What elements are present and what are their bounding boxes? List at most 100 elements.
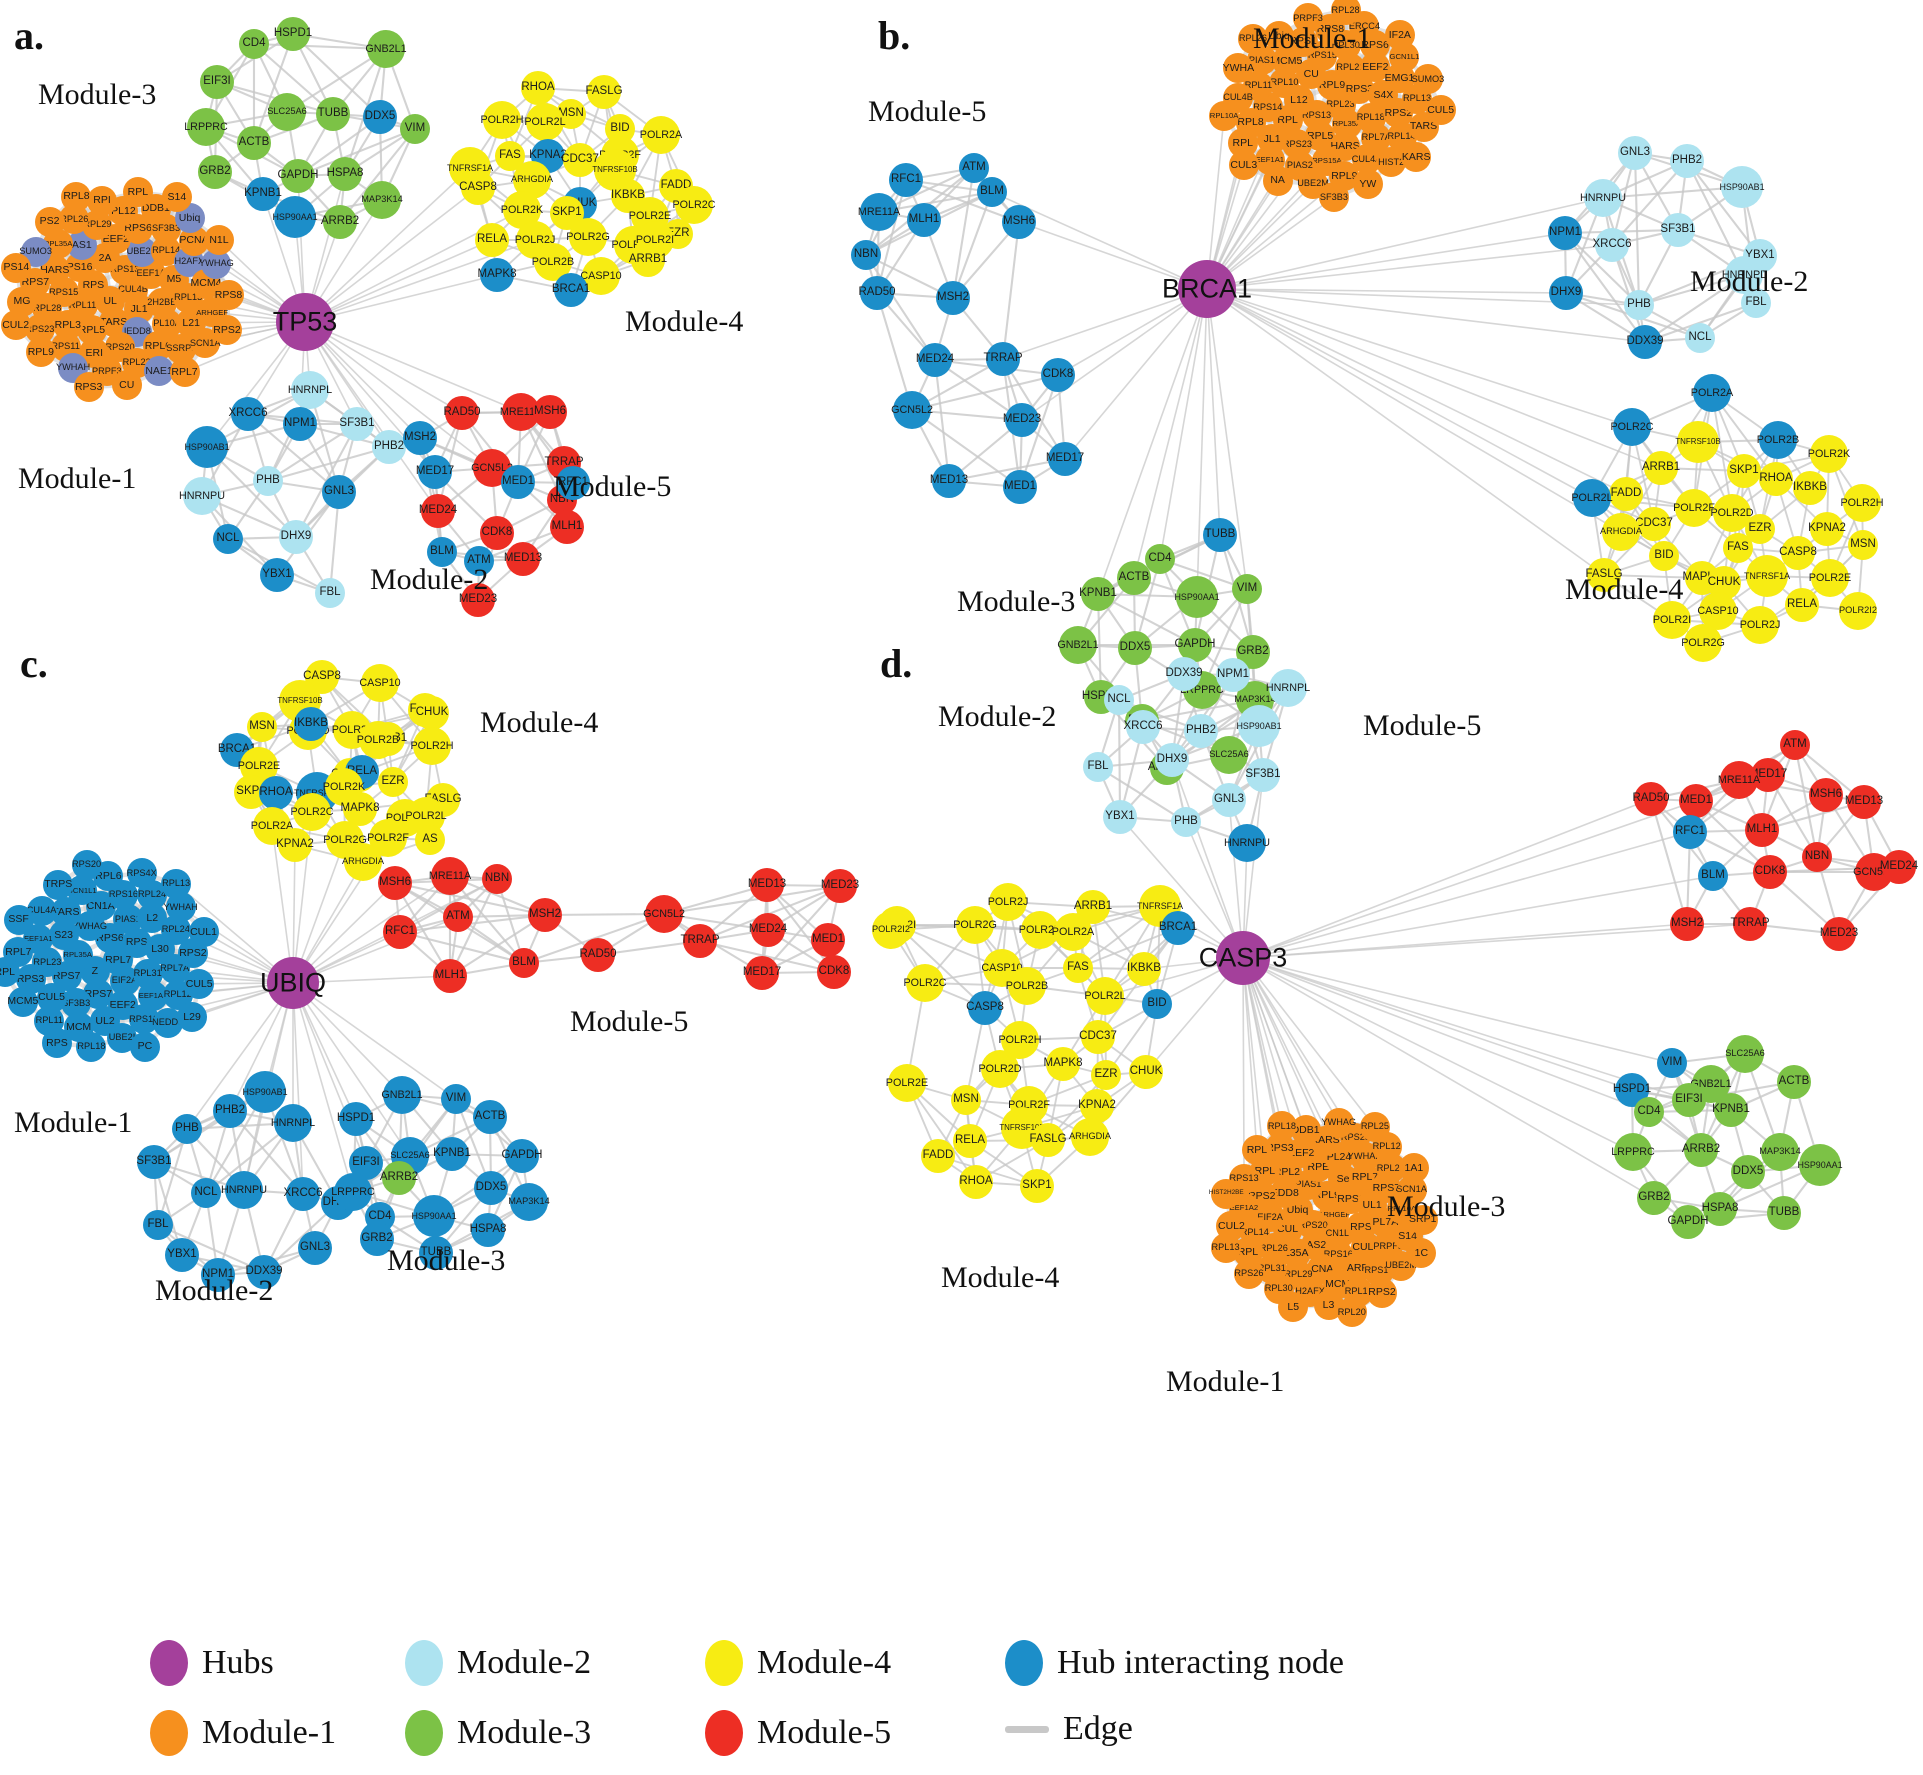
hub-node[interactable]: BRCA1 (1162, 260, 1252, 318)
hub-node[interactable]: TP53 (273, 293, 337, 351)
network-node[interactable]: MSH2 (403, 421, 437, 455)
network-node[interactable]: RPS26 (1233, 1258, 1264, 1289)
network-node[interactable]: CDC37 (1635, 507, 1673, 541)
network-node[interactable]: TUBB (1767, 1196, 1801, 1230)
network-node[interactable]: POLR2H (410, 727, 454, 765)
network-node[interactable]: PHB (1171, 807, 1201, 837)
network-node[interactable]: MED24 (1880, 850, 1918, 884)
network-node[interactable]: MED23 (821, 869, 859, 903)
network-node[interactable]: L29 (177, 1001, 208, 1032)
network-node[interactable]: HIST2H2BE (1209, 1178, 1244, 1209)
network-node[interactable]: YBX1 (1103, 800, 1137, 834)
network-node[interactable]: RHOA (521, 71, 555, 105)
network-node[interactable]: HSP90AA1 (411, 1195, 457, 1237)
network-node[interactable]: S14 (161, 182, 192, 213)
network-node[interactable]: 1C (1406, 1238, 1437, 1269)
network-node[interactable]: NPM1 (283, 407, 317, 441)
network-node[interactable]: RAD50 (1632, 782, 1670, 816)
network-node[interactable]: MAP3K14 (1759, 1133, 1801, 1171)
network-node[interactable]: PS2 (34, 206, 65, 237)
network-node[interactable]: MED17 (1046, 442, 1084, 476)
network-node[interactable]: POLR2C (290, 793, 334, 831)
network-node[interactable]: POLR2J (988, 883, 1028, 921)
network-node[interactable]: GNL3 (1618, 136, 1652, 170)
network-node[interactable]: RELA (475, 223, 509, 257)
network-node[interactable]: NBN (851, 240, 881, 270)
network-node[interactable]: MED23 (1003, 403, 1041, 437)
network-node[interactable]: GAPDH (502, 1139, 542, 1173)
network-node[interactable]: FASLG (585, 75, 623, 109)
network-node[interactable]: SLC25A6 (1209, 736, 1249, 774)
network-node[interactable]: BID (1142, 989, 1172, 1019)
network-node[interactable]: MLH1 (433, 959, 467, 993)
network-node[interactable]: POLR2L (524, 103, 566, 141)
network-node[interactable]: FBL (1083, 752, 1113, 782)
network-node[interactable]: DDX39 (1626, 325, 1664, 359)
network-node[interactable]: POLR2B (357, 721, 399, 759)
network-node[interactable]: PHB2 (1670, 144, 1704, 178)
network-node[interactable]: FBL (143, 1210, 173, 1240)
network-node[interactable]: ARRB2 (380, 1161, 418, 1195)
network-node[interactable]: TUBB (1203, 518, 1237, 552)
network-node[interactable]: HSP90AB1 (242, 1071, 288, 1113)
network-node[interactable]: POLR2J (1740, 606, 1780, 644)
network-node[interactable]: MED13 (748, 868, 786, 902)
network-node[interactable]: VIM (1657, 1048, 1687, 1078)
network-node[interactable]: PHB2 (1184, 714, 1218, 748)
network-node[interactable]: CDC37 (1079, 1020, 1117, 1054)
network-node[interactable]: POLR2K (1808, 435, 1850, 473)
network-node[interactable]: MSN (1848, 530, 1878, 560)
network-node[interactable]: RFC1 (889, 163, 923, 197)
network-node[interactable]: MED13 (1845, 785, 1883, 819)
network-node[interactable]: GRB2 (198, 155, 232, 189)
network-node[interactable]: DDX5 (474, 1171, 508, 1205)
network-node[interactable]: RPL8 (61, 181, 92, 212)
network-node[interactable]: NCL (1104, 685, 1134, 715)
network-node[interactable]: SF3B1 (339, 407, 375, 441)
network-node[interactable]: LRPPRC (1611, 1133, 1655, 1171)
network-node[interactable]: XRCC6 (229, 397, 268, 431)
network-node[interactable]: FASLG (1029, 1123, 1067, 1157)
network-node[interactable]: SF3B1 (136, 1145, 172, 1179)
network-node[interactable]: TUBB (316, 97, 350, 131)
network-node[interactable]: RHOA (959, 1165, 993, 1199)
network-node[interactable]: TRRAP (681, 924, 720, 958)
network-node[interactable]: HNRNPU (179, 477, 225, 515)
network-node[interactable]: RAD50 (579, 938, 617, 972)
network-node[interactable]: MED1 (811, 923, 845, 957)
network-node[interactable]: GCN5L2 (891, 391, 933, 429)
network-node[interactable]: TRRAP (1731, 907, 1770, 941)
network-node[interactable]: TRPS (43, 869, 74, 900)
network-node[interactable]: BLM (509, 948, 539, 978)
network-node[interactable]: RPS (41, 1028, 72, 1059)
network-node[interactable]: LRPPRC (331, 1173, 375, 1211)
network-node[interactable]: MED24 (749, 913, 787, 947)
network-node[interactable]: EZR (378, 767, 408, 797)
network-node[interactable]: GNB2L1 (1057, 626, 1099, 664)
network-node[interactable]: CDC37 (561, 143, 599, 177)
network-node[interactable]: ARRB1 (1642, 451, 1680, 485)
network-node[interactable]: PC (129, 1031, 160, 1062)
network-node[interactable]: YBX1 (165, 1238, 199, 1272)
network-node[interactable]: RPL18 (76, 1031, 107, 1062)
network-node[interactable]: POLR2G (953, 906, 997, 944)
network-node[interactable]: HSP90AA1 (1797, 1144, 1843, 1186)
network-node[interactable]: RELA (953, 1124, 987, 1158)
network-node[interactable]: RPS20 (71, 849, 102, 880)
network-node[interactable]: POLR2G (566, 218, 610, 256)
network-node[interactable]: RFC1 (383, 915, 417, 949)
network-node[interactable]: ARRB1 (629, 243, 667, 277)
network-node[interactable]: HSPA8 (1702, 1192, 1738, 1226)
network-node[interactable]: POLR2A (1052, 913, 1094, 951)
network-node[interactable]: CD4 (1145, 544, 1175, 574)
network-node[interactable]: CDK8 (817, 955, 851, 989)
network-node[interactable]: MSH2 (936, 281, 970, 315)
network-node[interactable]: SKP1 (1020, 1169, 1054, 1203)
network-node[interactable]: PHB2 (372, 430, 406, 464)
network-node[interactable]: NCL (191, 1178, 221, 1208)
network-node[interactable]: GAPDH (1668, 1205, 1708, 1239)
network-node[interactable]: MSH2 (1670, 907, 1704, 941)
network-node[interactable]: MED17 (416, 455, 454, 489)
network-node[interactable]: BLM (1698, 861, 1728, 891)
network-node[interactable]: DHX9 (1549, 276, 1583, 310)
